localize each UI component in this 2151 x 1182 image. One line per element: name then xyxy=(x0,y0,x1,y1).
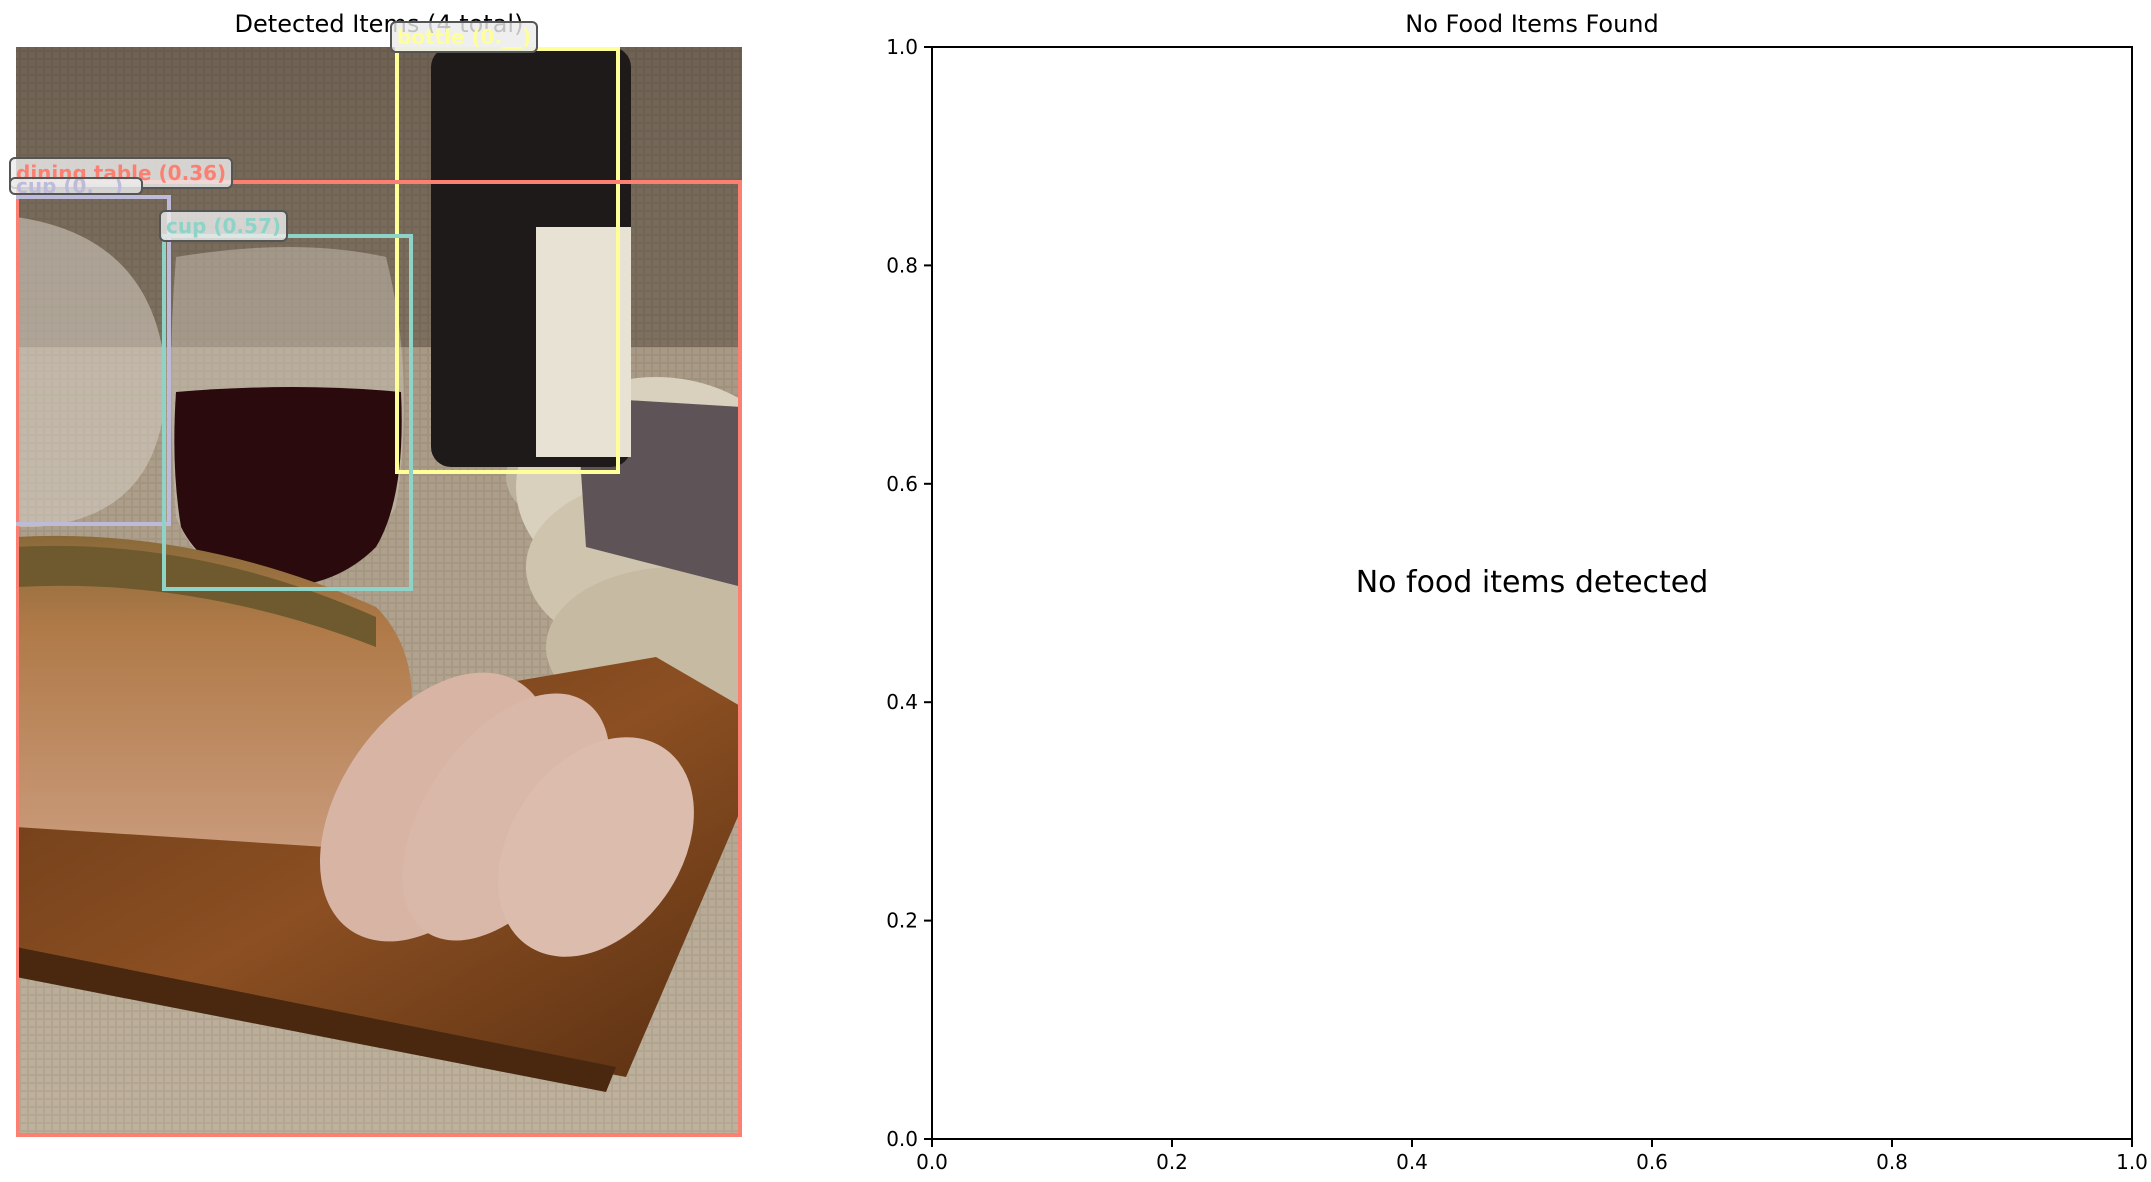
dining-table-box xyxy=(16,180,742,1137)
detection-label-cup-1: cup (0.__) xyxy=(9,177,143,195)
y-tick-label: 0.4 xyxy=(886,690,918,714)
y-axis-ticks: 0.0 0.2 0.4 0.6 0.8 1.0 xyxy=(886,35,932,1151)
detection-photo xyxy=(16,47,742,1137)
x-tick-label: 1.0 xyxy=(2116,1150,2148,1174)
y-tick-label: 1.0 xyxy=(886,35,918,59)
x-tick-label: 0.2 xyxy=(1156,1150,1188,1174)
y-tick-label: 0.0 xyxy=(886,1127,918,1151)
photo-illustration xyxy=(16,47,742,1137)
x-axis-ticks: 0.0 0.2 0.4 0.6 0.8 1.0 xyxy=(916,1139,2148,1174)
right-panel-title: No Food Items Found xyxy=(1405,10,1659,38)
no-food-message: No food items detected xyxy=(1356,565,1709,600)
y-tick-label: 0.6 xyxy=(886,472,918,496)
axes-frame xyxy=(931,46,2133,1140)
detection-label-cup-2: cup (0.57) xyxy=(159,210,288,242)
cup-box-1 xyxy=(16,195,171,526)
detection-label-bottle: bottle (0.__) xyxy=(390,21,539,53)
x-tick-label: 0.6 xyxy=(1636,1150,1668,1174)
y-tick-label: 0.2 xyxy=(886,909,918,933)
y-tick-label: 0.8 xyxy=(886,253,918,277)
x-tick-label: 0.0 xyxy=(916,1150,948,1174)
x-tick-label: 0.8 xyxy=(1876,1150,1908,1174)
x-tick-label: 0.4 xyxy=(1396,1150,1428,1174)
